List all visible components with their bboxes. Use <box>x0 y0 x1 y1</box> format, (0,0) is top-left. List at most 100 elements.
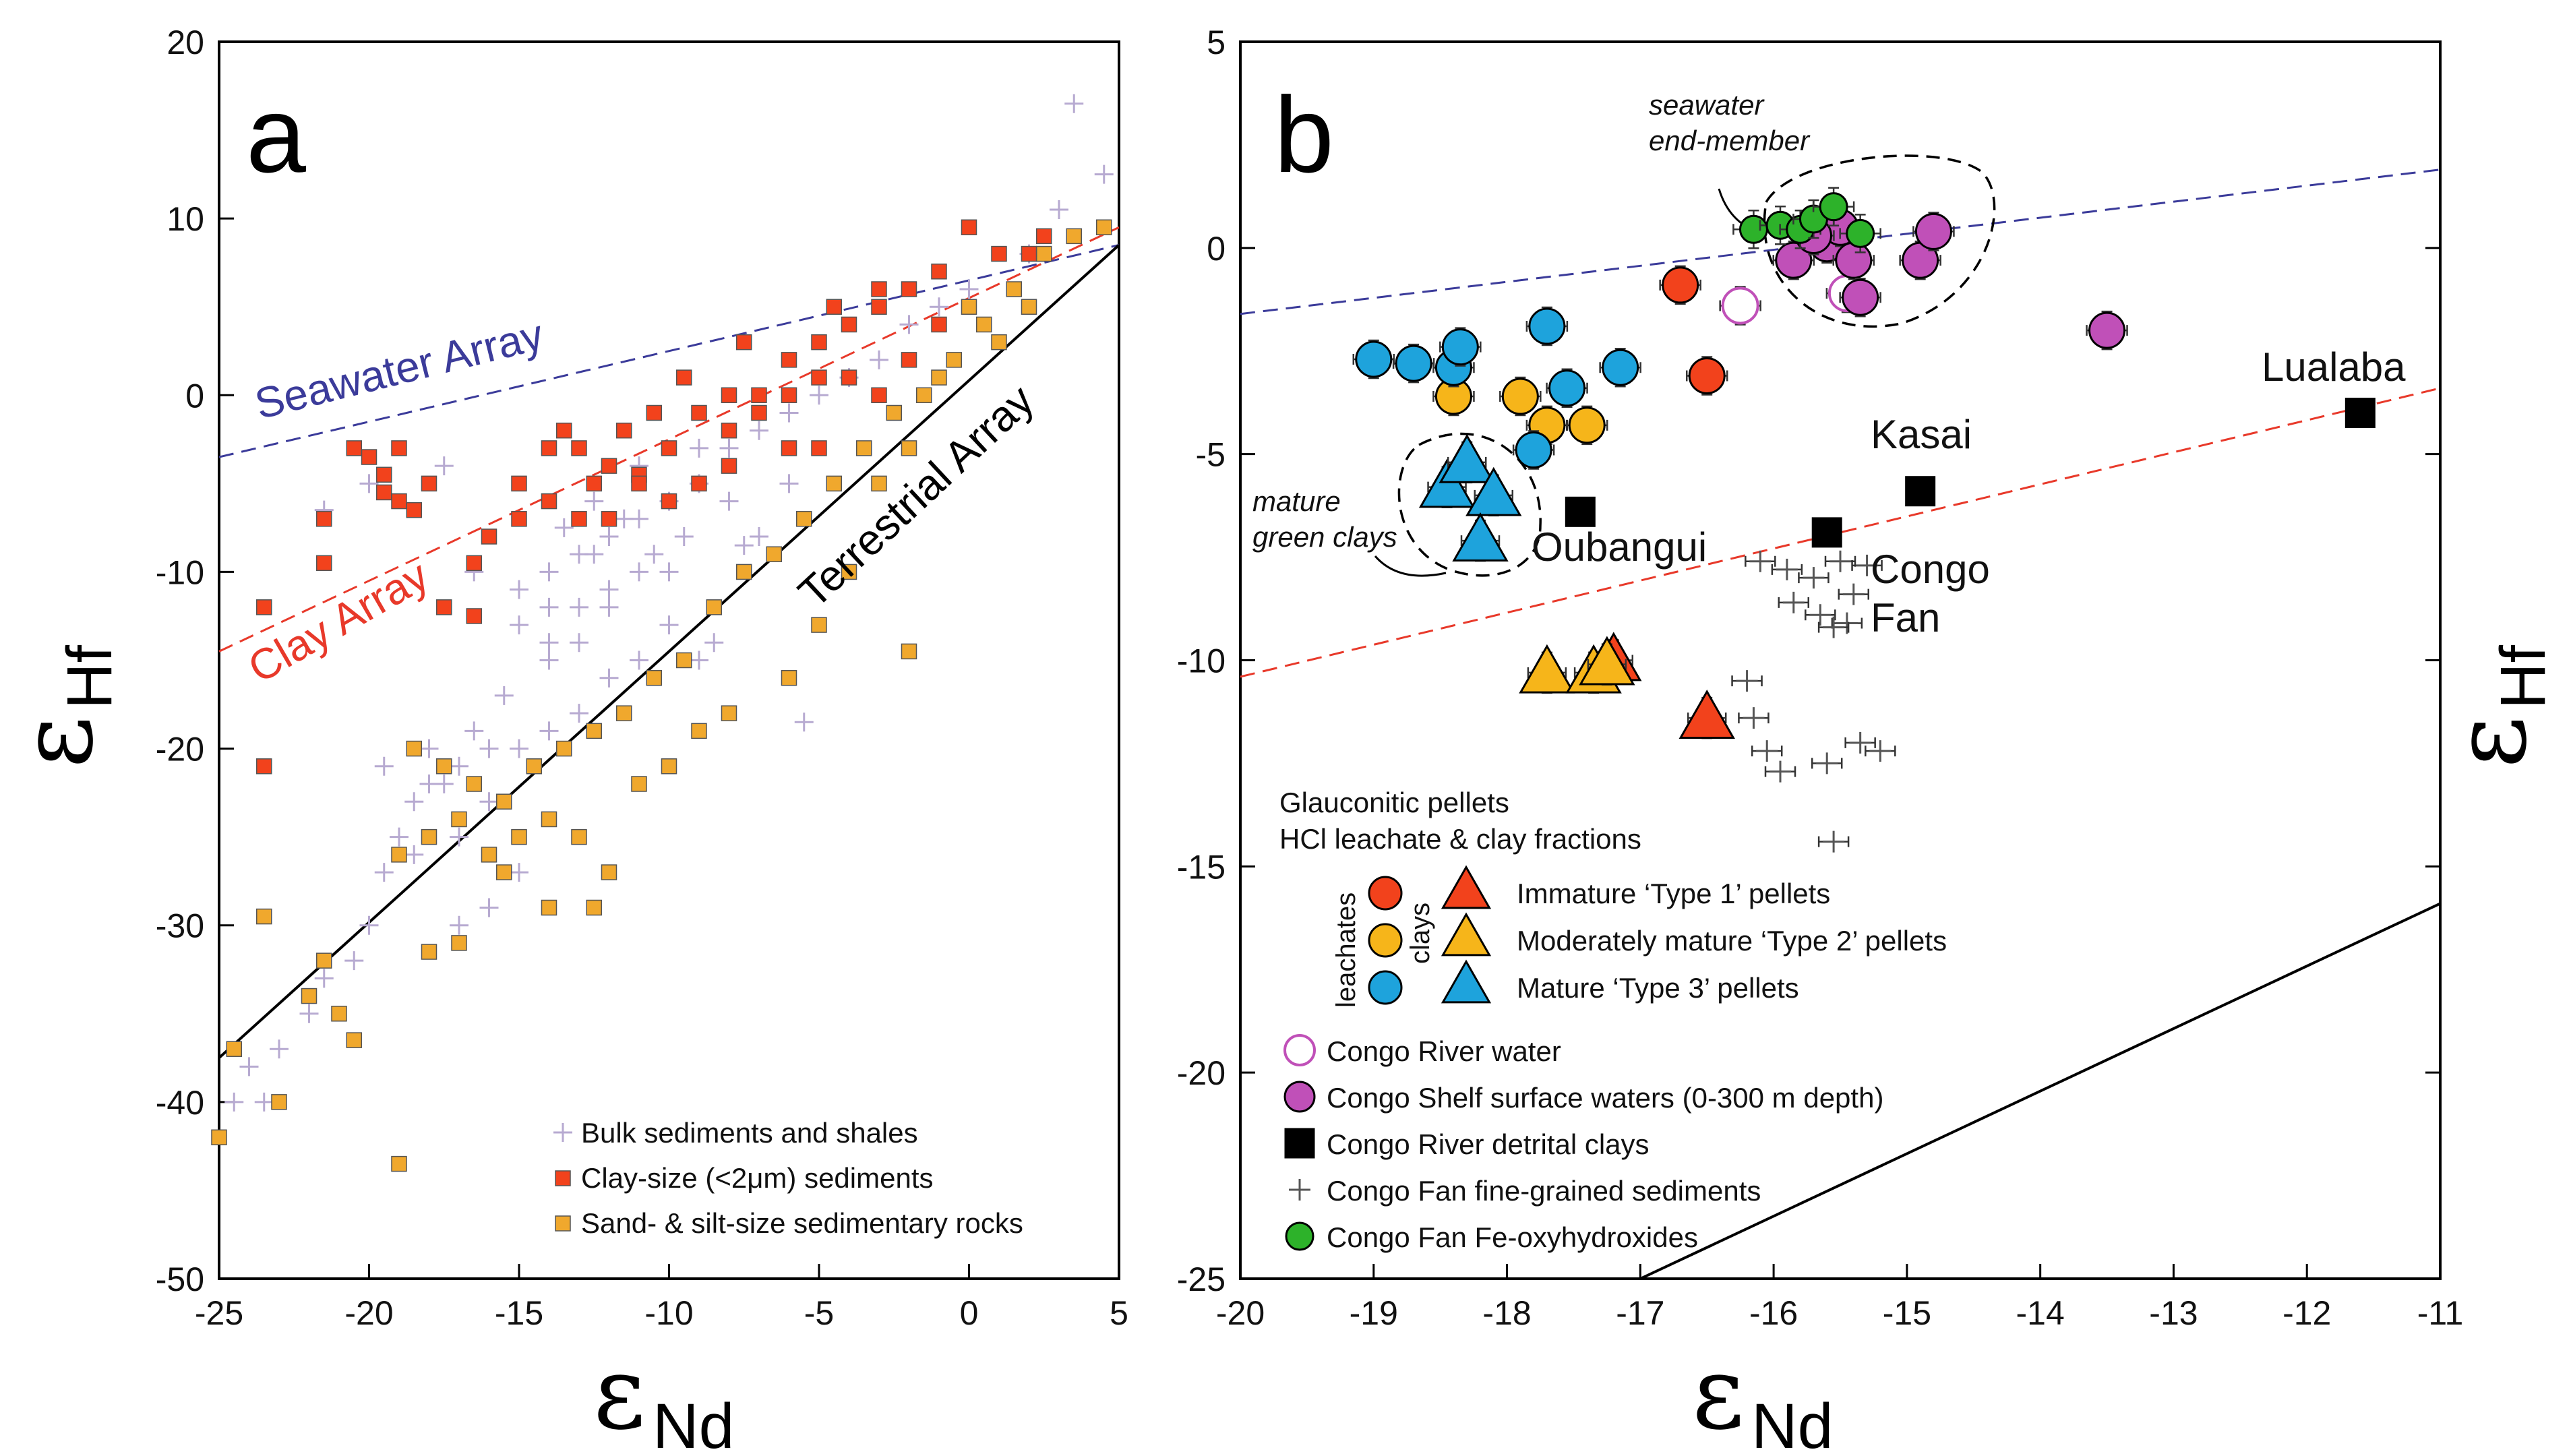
panel-a-points <box>211 94 1114 1172</box>
series-a-1-point <box>361 449 377 465</box>
legend-b-green-circle <box>1285 1221 1314 1251</box>
panel-b: -20 -19 -18 -17 -16 -15 -14 -13 -12 -11 5 0 -5 -10 -15… <box>1177 24 2559 1456</box>
y-tick-label: -40 <box>156 1084 204 1122</box>
series-a-0-point <box>494 686 514 705</box>
xaxis-a-epsilon: ε <box>593 1335 646 1452</box>
series-b-9-point <box>1756 740 1778 762</box>
series-a-0-point <box>434 456 454 476</box>
series-a-2-point <box>526 758 542 775</box>
series-b-9-point <box>1770 760 1791 783</box>
series-a-0-point <box>719 491 739 511</box>
series-a-1-point <box>691 404 707 421</box>
series-b-8-point <box>1811 517 1842 548</box>
legend-b-circle-0 <box>1368 876 1403 911</box>
legend-b-magenta-circle <box>1283 1081 1316 1113</box>
series-a-2-point <box>496 793 512 810</box>
x-tick-label: -11 <box>2417 1294 2464 1332</box>
series-a-2-point <box>736 564 752 580</box>
yaxis-a-sub: Hf <box>54 644 125 709</box>
series-a-0-point <box>750 421 768 440</box>
legend-b-type1: Immature ‘Type 1’ pellets <box>1517 878 1830 909</box>
series-a-1-point <box>421 475 437 492</box>
x-tick-label: -18 <box>1482 1294 1531 1332</box>
y-tick-label: -10 <box>1177 642 1226 680</box>
y-tick-label: 5 <box>1207 24 1226 61</box>
series-a-2-point <box>901 440 917 456</box>
series-b-9-point <box>1869 740 1892 762</box>
series-b-2-point <box>1395 344 1432 382</box>
legend-b-detrital-clays: Congo River detrital clays <box>1327 1128 1650 1160</box>
series-a-2-point <box>691 723 707 739</box>
y-tick-label: 0 <box>185 377 204 415</box>
green-clays-arrow <box>1374 555 1447 577</box>
x-tick-label: -15 <box>495 1294 543 1332</box>
series-a-0-point <box>510 863 528 882</box>
series-a-0-point <box>270 1039 289 1059</box>
series-a-2-point <box>856 440 872 456</box>
series-a-0-point <box>314 969 334 988</box>
series-b-9-point <box>1776 558 1798 580</box>
series-a-0-point <box>630 562 648 582</box>
legend-b-black-square <box>1284 1128 1315 1159</box>
series-a-0-point <box>510 615 528 635</box>
series-a-0-point <box>359 474 379 493</box>
series-a-2-point <box>631 776 647 792</box>
series-b-7-point <box>1775 241 1813 279</box>
series-b-8-point <box>1565 496 1596 527</box>
legend-b-river-water: Congo River water <box>1327 1035 1561 1067</box>
series-a-2-point <box>946 352 962 368</box>
series-a-0-point <box>510 739 528 758</box>
series-b-5-point <box>1439 433 1495 483</box>
series-a-0-point <box>254 1092 274 1112</box>
series-a-2-point <box>391 1155 407 1172</box>
series-a-1-point <box>346 440 362 456</box>
panel-a-xaxis-title: ε Nd <box>593 1335 734 1456</box>
panel-a-array-lines <box>218 226 1120 1059</box>
series-a-2-point <box>1066 228 1082 245</box>
series-a-0-point <box>630 650 648 670</box>
series-a-1-point <box>376 466 392 483</box>
y-tick-label: -20 <box>156 731 204 768</box>
series-a-0-point <box>899 315 919 334</box>
series-a-1-point <box>316 555 332 572</box>
series-a-1-point <box>661 493 677 510</box>
series-a-1-point <box>1036 228 1052 245</box>
legend-b-triangle-0 <box>1441 865 1492 909</box>
legend-b-type3: Mature ‘Type 3’ pellets <box>1517 972 1799 1004</box>
series-a-0-point <box>584 545 604 564</box>
series-a-0-point <box>690 438 708 458</box>
series-a-2-point <box>466 776 482 792</box>
series-a-0-point <box>584 491 604 511</box>
series-a-2-point <box>991 334 1007 351</box>
series-a-0-point <box>659 562 679 582</box>
series-a-2-point <box>271 1094 287 1110</box>
series-a-0-point <box>404 845 424 864</box>
series-a-1-point <box>406 502 422 518</box>
seawater-endmember-ellipse <box>1763 154 1996 328</box>
series-a-0-point <box>450 915 468 935</box>
series-b-5-point <box>1418 458 1476 508</box>
series-a-2-point <box>211 1129 227 1146</box>
series-a-2-point <box>601 864 617 880</box>
series-a-0-point <box>539 633 559 653</box>
series-b-2-point <box>1528 307 1566 345</box>
series-a-1-point <box>376 484 392 501</box>
series-a-0-point <box>599 668 619 688</box>
series-a-1-point <box>391 440 407 456</box>
series-a-1-point <box>691 475 707 492</box>
panel-b-yaxis-title: ε Hf <box>2431 644 2559 768</box>
legend-b-shelf-waters: Congo Shelf surface waters (0-300 m dept… <box>1327 1082 1883 1114</box>
series-a-1-point <box>871 281 887 297</box>
series-b-9-point <box>1823 616 1845 638</box>
series-a-0-point <box>930 297 948 317</box>
series-a-0-point <box>1050 200 1068 220</box>
series-a-0-point <box>539 721 559 741</box>
series-b-4-point <box>1579 636 1635 686</box>
series-b-0-point <box>1688 357 1726 394</box>
series-a-0-point <box>479 898 499 917</box>
series-a-2-point <box>826 475 842 492</box>
series-a-0-point <box>359 915 379 935</box>
series-a-2-point <box>421 944 437 960</box>
series-a-2-point <box>916 387 932 404</box>
terrestrial-line <box>1639 902 2441 1280</box>
